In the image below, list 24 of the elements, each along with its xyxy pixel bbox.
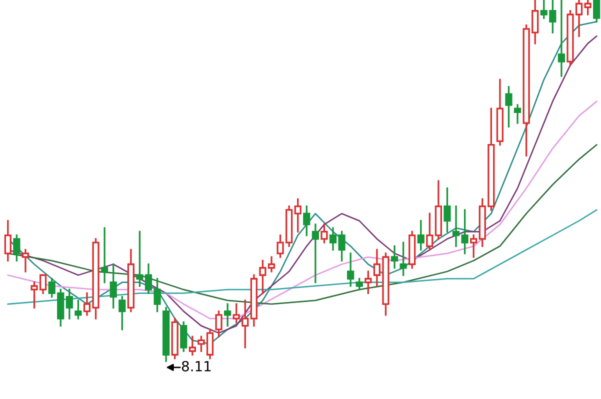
- candlestick: [224, 303, 232, 327]
- candlestick: [505, 86, 512, 128]
- candlestick: [452, 206, 460, 247]
- candlestick: [444, 187, 451, 233]
- candlestick: [347, 252, 354, 287]
- candlestick: [514, 104, 522, 124]
- candlestick: [162, 306, 170, 362]
- candlestick: [4, 220, 12, 262]
- candlestick: [127, 248, 134, 312]
- candlestick: [188, 336, 196, 356]
- candlestick: [312, 224, 319, 284]
- candlestick: [390, 245, 398, 269]
- candlestick: [400, 242, 407, 276]
- annotation: 8.11: [182, 360, 211, 372]
- candlestick: [558, 0, 566, 77]
- candlestick: [461, 209, 468, 254]
- candlestick: [364, 270, 372, 294]
- candlestick: [584, 0, 592, 16]
- candlestick: [110, 263, 117, 309]
- candlestick: [101, 227, 108, 284]
- candlestick: [250, 274, 258, 327]
- candlestick: [434, 180, 442, 240]
- candlestick: [22, 248, 30, 272]
- candlestick: [496, 78, 504, 146]
